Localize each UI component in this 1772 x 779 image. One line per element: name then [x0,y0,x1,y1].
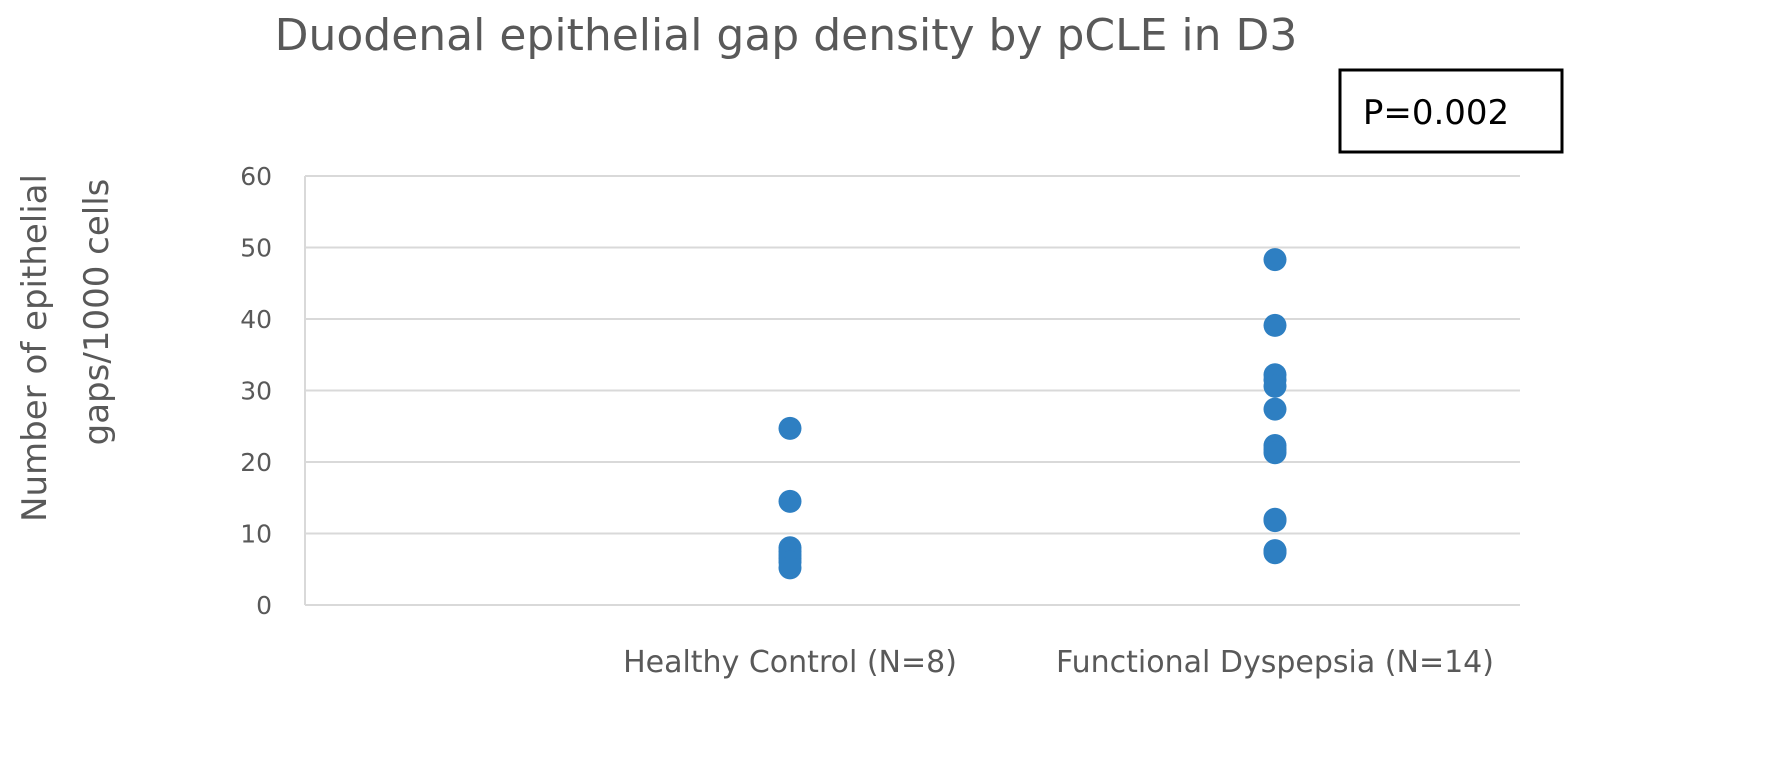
category-label: Healthy Control (N=8) [623,645,957,680]
y-axis-title-line-1: Number of epithelial [15,174,55,522]
data-point [1263,397,1287,421]
data-point [778,556,802,580]
p-value-text: P=0.002 [1363,93,1509,133]
data-points [778,248,1287,580]
y-tick-label: 50 [240,234,272,263]
p-value-box [1338,68,1564,154]
data-point [1263,248,1287,272]
data-point [1263,313,1287,337]
y-tick-label: 20 [240,448,272,477]
category-label: Functional Dyspepsia (N=14) [1056,645,1494,680]
data-point [778,416,802,440]
y-tick-labels: 0 10 20 30 40 50 60 [240,162,272,620]
y-tick-label: 0 [256,591,272,620]
y-axis-title: Number of epithelial gaps/1000 cells [15,174,117,522]
y-axis-title-line-2: gaps/1000 cells [77,179,117,446]
data-point [1263,374,1287,398]
data-point [1263,509,1287,533]
y-tick-label: 40 [240,305,272,334]
y-tick-label: 10 [240,520,272,549]
chart-title: Duodenal epithelial gap density by pCLE … [275,10,1298,61]
p-value-annotation: P=0.002 [1338,68,1564,154]
data-point [1263,441,1287,465]
category-labels: Healthy Control (N=8) Functional Dyspepsi… [623,645,1494,680]
data-point [1263,539,1287,563]
y-tick-label: 30 [240,377,272,406]
gridlines [304,175,1520,606]
data-point [778,489,802,513]
y-tick-label: 60 [240,162,272,191]
